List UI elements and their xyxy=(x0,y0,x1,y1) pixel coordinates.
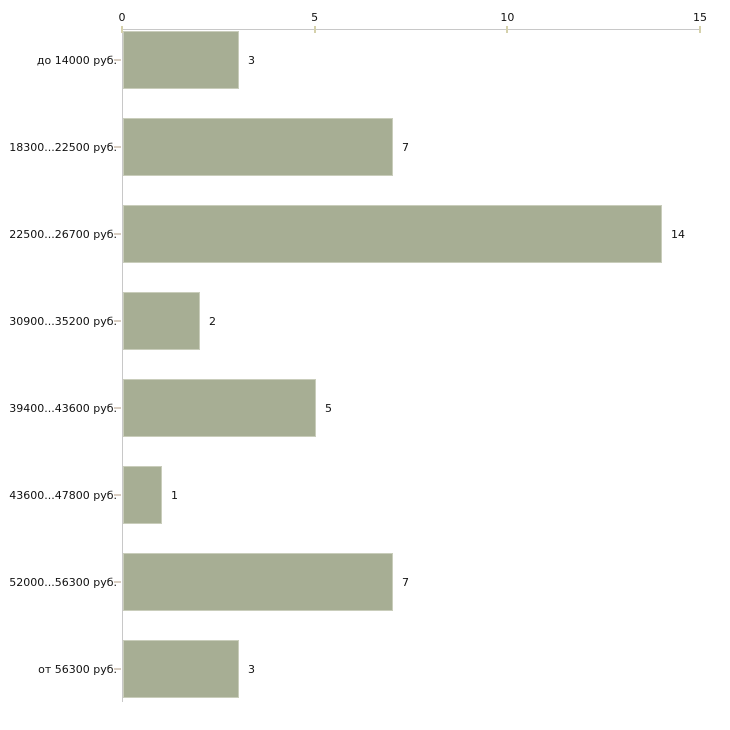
y-axis-line xyxy=(122,29,123,702)
bar-row: 18300...22500 руб. 7 xyxy=(0,118,730,176)
category-tick-mark xyxy=(114,320,121,322)
category-tick-mark xyxy=(114,146,121,148)
bar xyxy=(123,466,162,524)
x-axis-tick-mark xyxy=(506,26,509,33)
bar xyxy=(123,379,316,437)
value-label: 3 xyxy=(248,53,255,67)
value-label: 7 xyxy=(402,140,409,154)
value-label: 1 xyxy=(171,488,178,502)
x-axis-tick-label: 10 xyxy=(500,11,515,24)
x-axis-line xyxy=(122,29,701,30)
bar xyxy=(123,292,200,350)
category-tick-mark xyxy=(114,233,121,235)
category-label: до 14000 руб. xyxy=(36,53,117,67)
bar xyxy=(123,31,239,89)
x-axis-tick-label: 0 xyxy=(118,11,126,24)
x-axis-tick-mark xyxy=(313,26,316,33)
value-label: 2 xyxy=(209,314,216,328)
category-label: от 56300 руб. xyxy=(38,662,117,676)
x-axis-tick-mark xyxy=(121,26,123,33)
category-tick-mark xyxy=(114,494,121,496)
value-label: 7 xyxy=(402,575,409,589)
category-label: 30900...35200 руб. xyxy=(9,314,117,328)
category-label: 43600...47800 руб. xyxy=(9,488,117,502)
x-axis-tick-label: 5 xyxy=(311,11,319,24)
value-label: 3 xyxy=(248,662,255,676)
bar xyxy=(123,118,393,176)
category-tick-mark xyxy=(114,407,121,409)
value-label: 14 xyxy=(671,227,685,241)
category-tick-mark xyxy=(114,668,121,670)
category-tick-mark xyxy=(114,581,121,583)
category-label: 18300...22500 руб. xyxy=(9,140,117,154)
category-label: 52000...56300 руб. xyxy=(9,575,117,589)
bar-row: от 56300 руб. 3 xyxy=(0,640,730,698)
bar-row: 30900...35200 руб. 2 xyxy=(0,292,730,350)
x-axis-tick-label: 15 xyxy=(693,11,707,24)
bar-row: 52000...56300 руб. 7 xyxy=(0,553,730,611)
bar xyxy=(123,553,393,611)
bar xyxy=(123,205,662,263)
bar-row: 22500...26700 руб. 14 xyxy=(0,205,730,263)
category-tick-mark xyxy=(114,59,121,61)
category-label: 22500...26700 руб. xyxy=(9,227,117,241)
category-label: 39400...43600 руб. xyxy=(9,401,117,415)
bar-row: 39400...43600 руб. 5 xyxy=(0,379,730,437)
value-label: 5 xyxy=(325,401,332,415)
x-axis-tick-mark xyxy=(699,26,701,33)
bar-row: до 14000 руб. 3 xyxy=(0,31,730,89)
bar xyxy=(123,640,239,698)
bar-row: 43600...47800 руб. 1 xyxy=(0,466,730,524)
